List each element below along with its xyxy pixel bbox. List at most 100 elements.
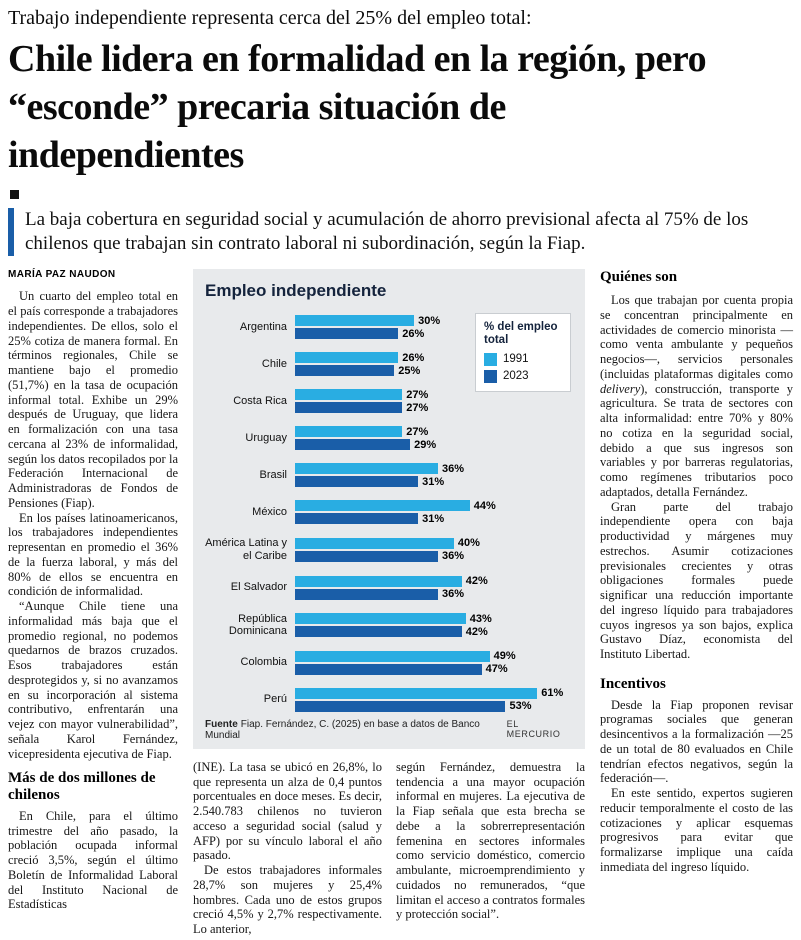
paragraph: según Fernández, demuestra la tendencia … (396, 759, 585, 922)
bar-1991 (295, 315, 415, 327)
kicker: Trabajo independiente representa cerca d… (8, 7, 532, 29)
bar-2023 (295, 476, 419, 488)
paragraph: De estos trabajadores informales 28,7% s… (193, 863, 382, 937)
bar-value-label: 26% (402, 327, 425, 340)
chart-category-label: Chile (261, 357, 287, 370)
bar-line: 49% (295, 650, 573, 662)
bar-1991 (295, 575, 462, 587)
bar-line: 42% (295, 625, 573, 638)
chart-source: Fuente Fiap. Fernández, C. (2025) en base… (205, 719, 573, 741)
bar-line: 43% (295, 612, 573, 625)
bar-value-label: 42% (465, 625, 488, 638)
bar-line: 47% (295, 663, 573, 676)
bar-1991 (295, 463, 438, 475)
chart-bar-group: 43% 42% (295, 612, 573, 638)
chart-category-label: República Dominicana (228, 612, 287, 638)
bar-line: 42% (295, 575, 573, 588)
bar-2023 (295, 700, 506, 712)
bar-1991 (295, 613, 466, 625)
bar-1991 (295, 500, 470, 512)
legend-title: % del empleo total (484, 321, 558, 347)
bar-2023 (295, 626, 462, 638)
employment-chart: Empleo independiente Argentina 30% 26% Chil… (193, 269, 585, 749)
section-marker-square (10, 189, 19, 199)
bar-line: 61% (295, 687, 573, 700)
article-body: MARÍA PAZ NAUDON Un cuarto del empleo to… (8, 269, 793, 937)
legend-swatch (484, 369, 497, 383)
bar-line: 26% (295, 352, 573, 364)
bar-line: 31% (295, 475, 573, 488)
deck: La baja cobertura en seguridad social y … (8, 207, 793, 257)
bar-value-label: 42% (465, 575, 488, 588)
chart-bar-group: 42% 36% (295, 575, 573, 600)
chart-category-label: Argentina (239, 320, 287, 333)
bar-value-label: 27% (406, 425, 429, 438)
bar-value-label: 27% (406, 388, 429, 401)
section-heading-quienes-son: Quiénes son (600, 269, 678, 286)
bar-1991 (295, 389, 403, 401)
bar-line: 27% (295, 425, 573, 438)
legend-item: 2023 (484, 369, 562, 383)
chart-row: Uruguay 27% 29% (205, 425, 573, 451)
bar-1991 (295, 687, 538, 699)
bar-2023 (295, 402, 403, 414)
bar-line: 31% (295, 513, 573, 525)
chart-row: Perú 61% 53% (205, 687, 573, 712)
chart-row: México 44% 31% (205, 499, 573, 525)
bar-2023 (295, 550, 438, 562)
headline: Chile lidera en formalidad en la región,… (8, 38, 707, 176)
legend-label: 1991 (503, 353, 529, 366)
paragraph: Desde la Fiap proponen revisar programas… (600, 697, 793, 786)
bar-line: 44% (295, 499, 573, 512)
bar-line: 40% (295, 537, 573, 549)
bar-line: 53% (295, 700, 573, 712)
middle-column: Empleo independiente Argentina 30% 26% Chil… (193, 269, 585, 937)
bar-line: 36% (295, 550, 573, 562)
bar-value-label: 30% (418, 314, 441, 327)
chart-bar-group: 36% 31% (295, 462, 573, 488)
bar-value-label: 29% (414, 438, 437, 451)
bar-2023 (295, 439, 411, 451)
bar-value-label: 25% (398, 364, 421, 377)
paragraph: En este sentido, expertos sugieren reduc… (600, 786, 793, 874)
bar-value-label: 36% (441, 462, 464, 475)
chart-row: Brasil 36% 31% (205, 462, 573, 488)
bar-line: 30% (295, 314, 573, 327)
paragraph-text: ), construcción, transporte y agricultur… (600, 381, 793, 499)
subhead-mas-de-dos-millones: Más de dos millones de chilenos (8, 770, 156, 804)
bar-line: 26% (295, 327, 573, 340)
paragraph: En los países latinoamericanos, los trab… (8, 510, 178, 599)
left-column: MARÍA PAZ NAUDON Un cuarto del empleo to… (8, 269, 178, 937)
byline: MARÍA PAZ NAUDON (8, 269, 116, 281)
bar-value-label: 31% (422, 475, 445, 488)
bar-2023 (295, 365, 395, 377)
paragraph: En Chile, para el último trimestre del a… (8, 808, 178, 912)
chart-category-label: Costa Rica (233, 394, 287, 407)
mid-column-a: (INE). La tasa se ubicó en 26,8%, lo que… (193, 760, 382, 937)
bar-1991 (295, 426, 403, 438)
chart-rows: Argentina 30% 26% Chile 26% 25% Costa Rica 27% 2… (205, 314, 573, 713)
source-text: Fiap. Fernández, C. (2025) en base a dat… (205, 718, 480, 741)
chart-bar-group: 49% 47% (295, 650, 573, 676)
paragraph: Un cuarto del empleo total en el país co… (8, 289, 178, 510)
bar-value-label: 43% (469, 612, 492, 625)
bar-2023 (295, 328, 399, 340)
bar-2023 (295, 588, 438, 600)
chart-category-label: México (252, 505, 287, 518)
chart-legend-items: 1991 2023 (484, 352, 562, 383)
chart-row: Argentina 30% 26% (205, 314, 573, 340)
chart-bar-group: 27% 27% (295, 388, 573, 414)
chart-category-label: Perú (263, 693, 287, 706)
bar-value-label: 44% (473, 499, 496, 512)
chart-category-label: Brasil (259, 468, 287, 481)
paragraph: Los que trabajan por cuenta propia se co… (600, 293, 793, 500)
chart-category-label: América Latina y el Caribe (205, 537, 287, 562)
chart-bar-group: 30% 26% (295, 314, 573, 340)
bar-value-label: 47% (485, 663, 508, 676)
mid-column-b: según Fernández, demuestra la tendencia … (396, 760, 585, 937)
paragraph-text: Los que trabajan por cuenta propia se co… (600, 293, 793, 381)
chart-category-label: Uruguay (245, 431, 287, 444)
chart-row: Colombia 49% 47% (205, 650, 573, 676)
bar-value-label: 61% (541, 687, 564, 700)
